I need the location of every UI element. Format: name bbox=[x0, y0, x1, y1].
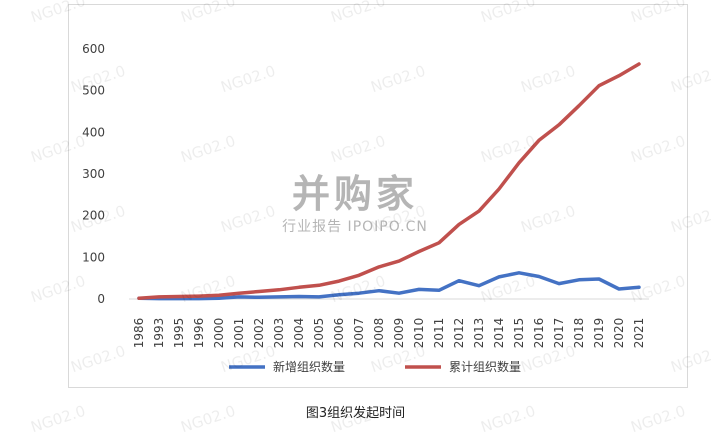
chart-frame: 0 100 200 300 400 500 600 1986 1993 1995 1996 2000… bbox=[68, 4, 688, 388]
y-tick-label: 300 bbox=[82, 167, 105, 181]
data-point-cumulative bbox=[598, 84, 600, 87]
data-point-cumulative bbox=[558, 124, 560, 126]
data-point-cumulative bbox=[518, 161, 520, 164]
data-point-cumulative bbox=[478, 210, 480, 212]
data-point-new bbox=[458, 279, 460, 282]
line-chart: 0 100 200 300 400 500 600 1986 1993 1995 1996 2000… bbox=[82, 42, 649, 374]
data-point-cumulative bbox=[198, 295, 200, 297]
x-tick-label: 2004 bbox=[292, 318, 306, 349]
legend-label-cumulative: 累计组织数量 bbox=[449, 359, 521, 374]
data-point-new bbox=[538, 275, 540, 278]
x-tick-label: 2015 bbox=[512, 318, 526, 349]
x-tick-label: 2007 bbox=[352, 318, 366, 349]
y-tick-label: 100 bbox=[82, 250, 105, 264]
data-point-new bbox=[518, 271, 520, 274]
x-axis: 1986 1993 1995 1996 2000 2001 2002 2003 2004 2005… bbox=[132, 318, 646, 349]
data-point-cumulative bbox=[538, 139, 540, 142]
y-tick-label: 400 bbox=[82, 125, 105, 139]
data-point-cumulative bbox=[158, 296, 160, 298]
data-point-new bbox=[398, 292, 400, 294]
y-tick-label: 0 bbox=[97, 292, 105, 306]
data-point-new bbox=[558, 282, 560, 285]
data-point-new bbox=[578, 279, 580, 281]
data-point-cumulative bbox=[278, 289, 280, 291]
x-tick-label: 2003 bbox=[272, 318, 286, 349]
data-point-cumulative bbox=[298, 286, 300, 289]
data-point-new bbox=[478, 284, 480, 287]
data-point-cumulative bbox=[178, 295, 180, 298]
x-tick-label: 2000 bbox=[212, 318, 226, 349]
data-point-new bbox=[358, 292, 360, 294]
y-axis: 0 100 200 300 400 500 600 bbox=[82, 42, 105, 306]
x-tick-label: 1996 bbox=[192, 318, 206, 349]
x-tick-label: 1993 bbox=[152, 318, 166, 349]
data-point-cumulative bbox=[618, 74, 620, 77]
x-tick-label: 2002 bbox=[252, 318, 266, 349]
figure-caption: 图3组织发起时间 bbox=[305, 406, 406, 421]
series-line-cumulative bbox=[137, 62, 641, 300]
data-point-cumulative bbox=[498, 188, 500, 190]
y-tick-label: 600 bbox=[82, 42, 105, 56]
data-point-new bbox=[318, 296, 320, 298]
x-tick-label: 2008 bbox=[372, 318, 386, 349]
data-point-new bbox=[378, 289, 380, 292]
x-tick-label: 2018 bbox=[572, 318, 586, 349]
x-tick-label: 2006 bbox=[332, 318, 346, 349]
data-point-cumulative bbox=[578, 104, 580, 107]
data-point-new bbox=[418, 288, 420, 291]
data-point-new bbox=[278, 296, 280, 298]
x-tick-label: 2011 bbox=[432, 318, 446, 349]
data-point-cumulative bbox=[638, 63, 640, 65]
x-tick-label: 2016 bbox=[532, 318, 546, 349]
data-point-cumulative bbox=[378, 266, 380, 268]
x-tick-label: 2009 bbox=[392, 318, 406, 349]
legend-label-new: 新增组织数量 bbox=[273, 359, 345, 374]
data-point-new bbox=[198, 297, 200, 300]
x-tick-label: 2019 bbox=[592, 318, 606, 349]
x-tick-label: 1995 bbox=[172, 318, 186, 349]
data-point-cumulative bbox=[358, 274, 360, 277]
data-point-new bbox=[298, 295, 300, 298]
legend: 新增组织数量 累计组织数量 bbox=[229, 359, 521, 374]
x-tick-label: 2020 bbox=[612, 318, 626, 349]
data-point-cumulative bbox=[338, 280, 340, 282]
x-tick-label: 2017 bbox=[552, 318, 566, 349]
series-lines bbox=[137, 62, 641, 301]
series-line-new bbox=[137, 271, 641, 301]
x-tick-label: 1986 bbox=[132, 318, 146, 349]
data-point-new bbox=[258, 296, 260, 299]
x-tick-label: 2013 bbox=[472, 318, 486, 349]
y-tick-label: 500 bbox=[82, 84, 105, 98]
x-tick-label: 2014 bbox=[492, 318, 506, 349]
data-point-cumulative bbox=[418, 250, 420, 253]
x-tick-label: 2010 bbox=[412, 318, 426, 349]
data-point-new bbox=[638, 286, 640, 289]
x-tick-label: 2005 bbox=[312, 318, 326, 349]
data-point-new bbox=[338, 294, 340, 296]
data-point-new bbox=[498, 276, 500, 278]
data-point-new bbox=[238, 296, 240, 298]
data-point-cumulative bbox=[138, 297, 140, 299]
x-tick-label: 2021 bbox=[632, 318, 646, 349]
data-point-new bbox=[438, 289, 440, 292]
data-point-new bbox=[598, 278, 600, 280]
y-tick-label: 200 bbox=[82, 209, 105, 223]
data-point-cumulative bbox=[258, 290, 260, 293]
x-tick-label: 2012 bbox=[452, 318, 466, 349]
data-point-cumulative bbox=[318, 284, 320, 287]
x-tick-label: 2001 bbox=[232, 318, 246, 349]
data-point-cumulative bbox=[438, 241, 440, 244]
data-point-cumulative bbox=[218, 294, 220, 297]
data-point-new bbox=[618, 288, 620, 290]
data-point-cumulative bbox=[398, 260, 400, 262]
data-point-new bbox=[218, 297, 220, 299]
data-point-cumulative bbox=[458, 223, 460, 226]
data-point-cumulative bbox=[238, 292, 240, 294]
